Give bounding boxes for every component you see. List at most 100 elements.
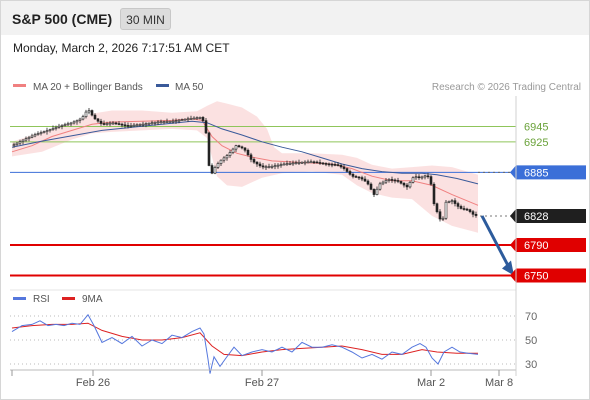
- candle-body: [336, 164, 340, 166]
- ma50-line: [11, 120, 479, 185]
- level-label-6925: 6925: [524, 137, 548, 149]
- candle-body: [390, 179, 394, 181]
- candle-body: [42, 131, 46, 133]
- candle-body: [144, 123, 148, 125]
- candle-body: [456, 203, 460, 207]
- x-tick-mar-8: Mar 8: [485, 377, 513, 389]
- candle-body: [75, 120, 79, 123]
- candle-body: [384, 180, 388, 183]
- candle-body: [153, 121, 157, 124]
- rsi-tick-50: 50: [525, 335, 537, 347]
- level-label-6828: 6828: [524, 211, 548, 223]
- candle-body: [423, 175, 427, 178]
- candle-body: [252, 159, 256, 163]
- candle-body: [198, 117, 202, 119]
- candle-body: [87, 110, 91, 113]
- candle-body: [471, 211, 475, 215]
- candle-body: [69, 122, 73, 125]
- candle-body: [351, 174, 355, 177]
- candle-body: [261, 165, 265, 168]
- candle-body: [270, 165, 274, 168]
- candle-body: [234, 145, 238, 150]
- candle-body: [300, 161, 304, 164]
- candle-body: [321, 162, 325, 165]
- candle-body: [156, 121, 160, 124]
- candle-body: [279, 164, 283, 166]
- candle-body: [444, 201, 448, 219]
- candle-body: [54, 127, 58, 129]
- candle-body: [174, 120, 178, 122]
- candle-body: [231, 148, 235, 153]
- candle-body: [399, 181, 403, 184]
- level-label-6885: 6885: [524, 167, 548, 179]
- interval-button[interactable]: 30 MIN: [120, 8, 171, 30]
- candle-body: [450, 200, 454, 202]
- candle-body: [105, 123, 109, 125]
- candle-body: [228, 152, 232, 156]
- candle-body: [411, 177, 415, 183]
- x-tick-mar-2: Mar 2: [417, 377, 445, 389]
- candle-body: [381, 181, 385, 185]
- candle-body: [63, 124, 67, 126]
- candle-body: [30, 135, 34, 138]
- candle-body: [435, 203, 439, 213]
- candle-body: [15, 142, 19, 145]
- rsi-tick-70: 70: [525, 311, 537, 323]
- candle-body: [246, 149, 250, 156]
- legend-label-ma50: MA 50: [175, 82, 204, 93]
- bollinger-band-area: [12, 101, 478, 233]
- candle-body: [372, 189, 376, 195]
- candle-body: [369, 183, 373, 190]
- candle-body: [258, 163, 262, 167]
- legend-label-rsi: RSI: [33, 294, 50, 305]
- candle-body: [333, 164, 337, 166]
- candle-body: [114, 122, 118, 125]
- candle-body: [135, 124, 139, 127]
- candle-body: [366, 180, 370, 185]
- candle-body: [108, 122, 112, 125]
- candle-body: [210, 165, 214, 174]
- candle-body: [33, 134, 37, 137]
- candle-body: [405, 184, 409, 188]
- candle-body: [468, 209, 472, 212]
- level-tag-6828: [510, 208, 586, 223]
- candle-body: [51, 128, 55, 130]
- candle-body: [168, 121, 172, 123]
- candle-body: [240, 146, 244, 149]
- candle-body: [453, 200, 457, 204]
- candle-body: [282, 163, 286, 166]
- candle-body: [327, 163, 331, 166]
- candle-body: [402, 182, 406, 186]
- candle-body: [24, 138, 28, 141]
- candle-body: [459, 206, 463, 209]
- candle-body: [426, 175, 430, 178]
- candle-body: [360, 177, 364, 180]
- candle-body: [222, 157, 226, 161]
- candle-body: [189, 118, 193, 120]
- candle-body: [393, 179, 397, 182]
- rsi-tick-30: 30: [525, 359, 537, 371]
- candle-body: [375, 188, 379, 195]
- level-label-6945: 6945: [524, 122, 548, 134]
- candle-body: [96, 118, 100, 122]
- candle-body: [330, 163, 334, 166]
- candle-body: [132, 124, 136, 127]
- legend-label-9ma: 9MA: [82, 294, 103, 305]
- level-tag-6885: [510, 165, 586, 180]
- candle-body: [438, 211, 442, 220]
- candle-body: [27, 137, 31, 139]
- candle-body: [102, 123, 106, 125]
- candle-body: [447, 201, 451, 203]
- candle-body: [264, 166, 268, 169]
- candle-body: [204, 120, 208, 134]
- candle-body: [81, 116, 85, 120]
- candle-body: [219, 159, 223, 164]
- candle-body: [255, 161, 259, 165]
- candle-body: [267, 166, 271, 168]
- candle-body: [378, 183, 382, 190]
- candle-body: [78, 118, 82, 121]
- candle-body: [180, 119, 184, 121]
- level-label-6790: 6790: [524, 240, 548, 252]
- legend-swatch-ma20: [13, 84, 26, 87]
- candle-body: [345, 168, 349, 172]
